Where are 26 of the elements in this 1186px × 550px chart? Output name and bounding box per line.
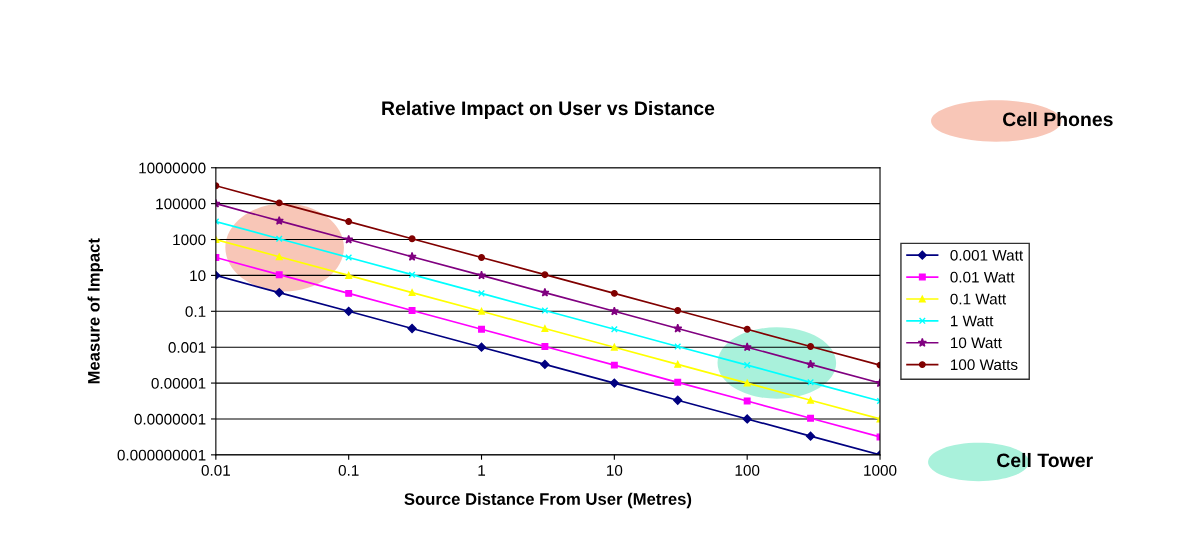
y-tick-label: 10 [190,270,206,282]
x-tick-label: 1 [478,465,486,476]
legend-label: 10 Watt [950,337,1002,349]
chart-title: Relative Impact on User vs Distance [382,100,715,120]
y-tick-label: 0.00001 [151,377,206,389]
y-tick-label: 1000 [173,234,206,246]
legend-label: 1 Watt [950,315,994,327]
x-tick-label: 10 [607,464,623,476]
text: Cell Phones [1002,111,1113,127]
y-tick-label: 0.000000001 [117,449,206,461]
y-tick-label: 10000000 [139,162,206,174]
x-tick-label: 100 [735,464,760,476]
y-tick-label: 100000 [156,198,206,210]
y-tick-label: 0.1 [185,306,206,317]
legend-label: 0.01 Watt [950,271,1015,283]
legend-label: 0.1 Watt [950,293,1007,305]
x-tick-label: 0.01 [201,464,230,476]
y-axis-title: Measure of Impact [87,238,104,384]
y-tick-label: 0.0000001 [134,413,206,425]
x-tick-label: 1000 [864,464,897,476]
x-tick-label: 0.1 [338,464,359,476]
y-tick-label: 0.001 [168,342,206,353]
text: Cell Tower [997,452,1093,468]
legend-label: 0.001 Watt [950,249,1024,261]
legend-label: 100 Watts [950,359,1018,371]
x-axis-title: Source Distance From User (Metres) [404,492,692,509]
